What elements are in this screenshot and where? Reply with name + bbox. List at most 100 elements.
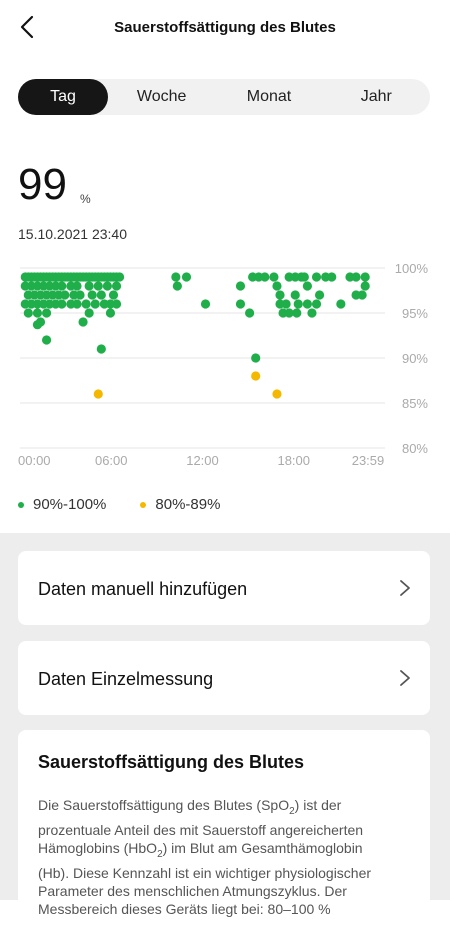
data-point-normal <box>172 281 182 291</box>
data-point-normal <box>314 290 325 300</box>
data-point-normal <box>302 281 312 291</box>
data-point-normal <box>327 272 337 282</box>
back-arrow-icon[interactable] <box>14 12 44 42</box>
data-point-normal <box>269 272 279 282</box>
data-point-normal <box>260 272 270 282</box>
info-text-part: ) ist der <box>294 797 342 813</box>
legend-dot-icon <box>140 501 147 508</box>
single-measurement-label: Daten Einzelmessung <box>38 669 214 689</box>
info-text-part: prozentuale Anteil des mit Sauerstoff an… <box>38 821 364 838</box>
data-point-normal <box>108 290 119 300</box>
data-point-normal <box>200 299 211 309</box>
top-bar: Sauerstoffsättigung des Blutes <box>0 0 450 58</box>
info-card: Sauerstoffsättigung des Blutes Die Sauer… <box>18 730 430 930</box>
period-tabs: Tag Woche Monat Jahr <box>18 79 430 115</box>
current-spo2-unit: % <box>80 192 91 206</box>
measurement-timestamp: 15.10.2021 23:40 <box>18 226 127 242</box>
data-point-normal <box>284 308 294 318</box>
tab-month[interactable]: Monat <box>246 88 292 105</box>
y-tick-label: 80% <box>402 441 428 456</box>
tab-day[interactable]: Tag <box>18 79 108 115</box>
data-point-normal <box>57 299 67 309</box>
info-text-part: Hämoglobins (HbO <box>38 839 158 856</box>
y-tick-label: 85% <box>402 396 428 411</box>
data-point-normal <box>275 290 285 300</box>
data-point-normal <box>307 308 317 318</box>
data-point-normal <box>360 281 370 291</box>
current-spo2-value: 99 <box>18 160 67 209</box>
data-point-normal <box>75 290 85 300</box>
chevron-right-icon <box>400 670 410 686</box>
data-point-normal <box>78 317 88 327</box>
single-measurement-button[interactable]: Daten Einzelmessung <box>18 641 430 715</box>
data-point-low <box>251 371 261 381</box>
x-tick-label: 06:00 <box>95 453 128 468</box>
data-point-normal <box>105 308 116 318</box>
data-point-normal <box>245 308 255 318</box>
legend-label-high: 90%-100% <box>33 496 107 513</box>
data-point-normal <box>72 299 82 309</box>
data-point-normal <box>32 320 43 330</box>
data-point-normal <box>302 299 312 309</box>
info-text-part: ) im Blut am Gesamthämoglobin <box>162 839 363 856</box>
data-point-normal <box>181 272 192 282</box>
tab-year[interactable]: Jahr <box>360 88 392 105</box>
chevron-right-icon <box>400 580 410 596</box>
data-point-normal <box>81 299 91 309</box>
data-point-normal <box>23 308 33 318</box>
y-tick-label: 100% <box>395 261 429 276</box>
data-point-normal <box>293 299 303 309</box>
x-tick-label: 00:00 <box>18 453 51 468</box>
data-point-normal <box>41 335 52 345</box>
spo2-scatter-chart[interactable]: 100% 95% 90% 85% 80% 00:00 06:00 12:00 18:00 23:5… <box>0 258 450 473</box>
data-point-normal <box>235 299 246 309</box>
info-text-part: Die Sauerstoffsättigung des Blutes (SpO <box>38 797 290 813</box>
data-point-normal <box>84 308 94 318</box>
chart-legend: 90%-100% 80%-89% <box>18 496 254 513</box>
x-tick-label: 18:00 <box>277 453 310 468</box>
data-point-normal <box>292 308 302 318</box>
data-point-normal <box>272 281 282 291</box>
info-text-sub: 2 <box>289 805 295 817</box>
info-text-part: (Hb). Diese Kennzahl ist ein wichtiger p… <box>38 864 372 881</box>
add-data-manually-label: Daten manuell hinzufügen <box>38 579 248 599</box>
info-text-sub: 2 <box>157 848 163 860</box>
data-point-normal <box>111 299 122 309</box>
tab-week[interactable]: Woche <box>136 88 187 105</box>
data-point-normal <box>90 299 100 309</box>
data-point-normal <box>114 272 125 282</box>
data-point-normal <box>336 299 346 309</box>
legend-item-low: 80%-89% <box>140 496 220 513</box>
info-text-part: Messbereich dieses Geräts liegt bei: 80–… <box>38 900 331 917</box>
x-tick-label: 23:59 <box>352 453 385 468</box>
data-point-normal <box>41 308 52 318</box>
data-point-normal <box>84 281 94 291</box>
data-point-normal <box>299 272 309 282</box>
data-point-normal <box>311 299 322 309</box>
data-point-normal <box>96 290 106 300</box>
info-description: Die Sauerstoffsättigung des Blutes (SpO2… <box>38 796 414 918</box>
data-point-normal <box>351 272 361 282</box>
data-point-normal <box>235 281 246 291</box>
info-title: Sauerstoffsättigung des Blutes <box>38 752 305 772</box>
data-point-normal <box>311 272 322 282</box>
add-data-manually-button[interactable]: Daten manuell hinzufügen <box>18 551 430 625</box>
data-point-normal <box>87 290 97 300</box>
y-tick-label: 95% <box>402 306 428 321</box>
page-title: Sauerstoffsättigung des Blutes <box>114 19 336 36</box>
legend-item-high: 90%-100% <box>18 496 106 513</box>
data-point-normal <box>171 272 181 282</box>
data-point-normal <box>57 281 67 291</box>
y-tick-label: 90% <box>402 351 428 366</box>
info-text-part: Parameter des menschlichen Atmungszyklus… <box>38 882 347 899</box>
data-point-normal <box>102 281 113 291</box>
data-point-normal <box>96 344 106 354</box>
data-point-normal <box>60 290 70 300</box>
data-point-low <box>93 389 103 399</box>
data-point-low <box>272 389 282 399</box>
data-point-normal <box>357 290 367 300</box>
data-point-normal <box>290 290 300 300</box>
data-point-normal <box>251 353 261 363</box>
data-point-normal <box>32 308 43 318</box>
data-point-normal <box>360 272 370 282</box>
